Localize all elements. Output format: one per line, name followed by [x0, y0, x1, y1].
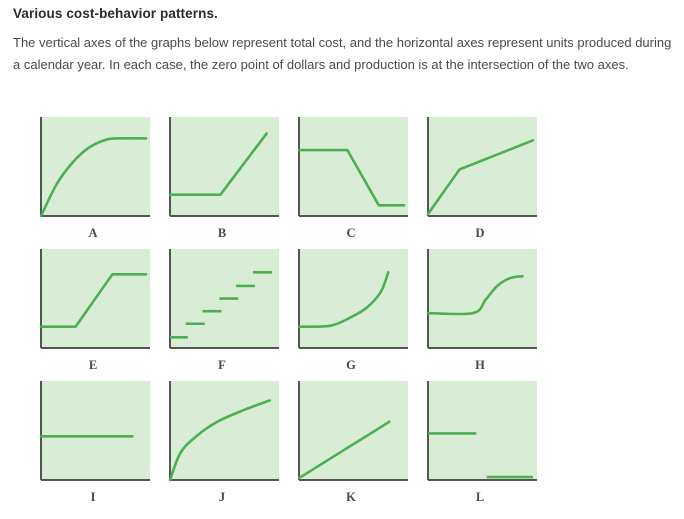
graph-label-c: C	[346, 226, 356, 240]
graph-panel-l	[423, 379, 537, 485]
graph-cell-d: D	[423, 110, 542, 242]
page-title: Various cost-behavior patterns.	[13, 6, 218, 21]
intro-paragraph: The vertical axes of the graphs below re…	[13, 35, 672, 72]
graph-label-e: E	[88, 358, 98, 372]
graph-cell-l: L	[423, 374, 542, 506]
graph-panel-f	[165, 247, 279, 353]
graph-grid: A B C D E F G H I J K L	[0, 110, 684, 506]
graph-panel-c	[294, 115, 408, 221]
graph-label-d: D	[475, 226, 485, 240]
graph-panel-h	[423, 247, 537, 353]
graph-label-a: A	[88, 226, 98, 240]
graph-panel-g	[294, 247, 408, 353]
graph-cell-i: I	[36, 374, 155, 506]
graph-row-2: E F G H	[0, 242, 684, 374]
graph-label-l: L	[475, 490, 485, 504]
graph-cell-f: F	[165, 242, 284, 374]
graph-panel-a	[36, 115, 150, 221]
graph-cell-h: H	[423, 242, 542, 374]
graph-panel-k	[294, 379, 408, 485]
graph-label-b: B	[217, 226, 227, 240]
graph-cell-k: K	[294, 374, 413, 506]
graph-panel-j	[165, 379, 279, 485]
graph-cell-c: C	[294, 110, 413, 242]
graph-panel-d	[423, 115, 537, 221]
graph-cell-e: E	[36, 242, 155, 374]
graph-panel-e	[36, 247, 150, 353]
graph-row-1: A B C D	[0, 110, 684, 242]
graph-panel-b	[165, 115, 279, 221]
graph-cell-j: J	[165, 374, 284, 506]
graph-label-f: F	[218, 358, 226, 372]
graph-cell-b: B	[165, 110, 284, 242]
graph-cell-g: G	[294, 242, 413, 374]
graph-label-k: K	[346, 490, 356, 504]
graph-label-j: J	[218, 490, 226, 504]
graph-cell-a: A	[36, 110, 155, 242]
graph-label-h: H	[475, 358, 485, 372]
graph-row-3: I J K L	[0, 374, 684, 506]
graph-label-i: I	[90, 490, 96, 504]
graph-label-g: G	[346, 358, 356, 372]
graph-panel-i	[36, 379, 150, 485]
